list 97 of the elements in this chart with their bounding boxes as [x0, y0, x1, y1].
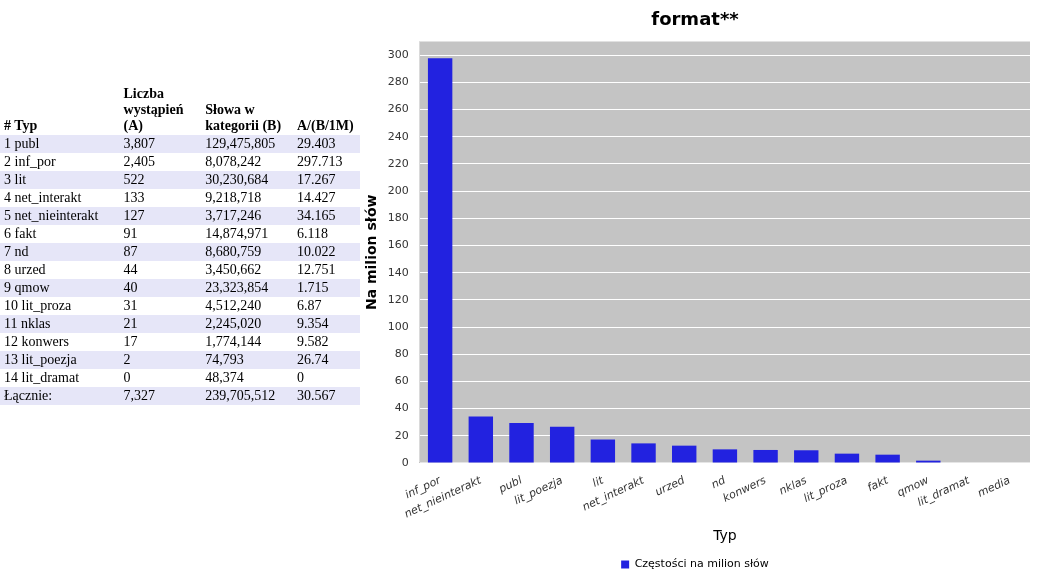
text: 7 nd	[0, 243, 120, 261]
bar	[509, 423, 534, 463]
text: 44	[119, 261, 202, 279]
text: 6.87	[292, 297, 360, 315]
text: 48,374	[201, 369, 293, 387]
bar	[427, 58, 453, 463]
x-tick-label: nd	[709, 473, 729, 492]
text: # Typ	[0, 85, 120, 135]
text: 5 net_nieinterakt	[0, 207, 120, 225]
legend-label: Częstości na milion słów	[634, 557, 769, 571]
text: 1,774,144	[201, 333, 293, 351]
text: 14,874,971	[201, 225, 293, 243]
text: 14 lit_dramat	[0, 369, 120, 387]
y-tick-label: 280	[387, 75, 409, 89]
text: 0	[119, 369, 202, 387]
y-tick-label: 240	[387, 129, 409, 143]
bar	[875, 454, 900, 463]
text: 91	[119, 225, 202, 243]
text: 297.713	[292, 153, 360, 171]
bar	[672, 445, 697, 463]
text: 133	[119, 189, 202, 207]
bar	[794, 450, 819, 463]
text: 12.751	[292, 261, 360, 279]
bar	[712, 449, 738, 463]
chart-title: format**	[651, 8, 740, 30]
text: 1 publ	[0, 135, 120, 153]
text: 129,475,805	[201, 135, 293, 153]
text: Liczba wystąpień (A)	[119, 85, 202, 135]
text: 2 inf_por	[0, 153, 120, 171]
text: 9.582	[292, 333, 360, 351]
y-tick-label: 180	[387, 211, 409, 225]
text: 7,327	[119, 387, 202, 405]
y-tick-label: 160	[387, 238, 409, 252]
text: 3 lit	[0, 171, 120, 189]
text: A/(B/1M)	[292, 85, 360, 135]
text: 6.118	[292, 225, 360, 243]
text: 127	[119, 207, 202, 225]
y-tick-label: 300	[387, 48, 409, 62]
y-tick-label: 80	[394, 347, 409, 361]
y-tick-label: 60	[394, 374, 409, 388]
text: 74,793	[201, 351, 293, 369]
y-tick-label: 40	[394, 401, 409, 415]
text: 10 lit_proza	[0, 297, 120, 315]
text: 34.165	[292, 207, 360, 225]
text: Słowa w kategorii (B)	[201, 85, 293, 135]
text: 21	[119, 315, 202, 333]
y-tick-label: 200	[387, 183, 409, 197]
bar	[590, 439, 616, 463]
y-tick-label: 0	[401, 455, 409, 469]
y-axis-title: Na milion słów	[363, 194, 380, 311]
text: Łącznie:	[0, 387, 120, 405]
text: 26.74	[292, 351, 360, 369]
y-tick-label: 140	[387, 265, 409, 279]
text: 239,705,512	[201, 387, 293, 405]
y-tick-label: 120	[387, 292, 409, 306]
text: 10.022	[292, 243, 360, 261]
text: 6 fakt	[0, 225, 120, 243]
text: 0	[292, 369, 360, 387]
bar	[631, 443, 656, 463]
text: 9.354	[292, 315, 360, 333]
text: 31	[119, 297, 202, 315]
text: 23,323,854	[201, 279, 293, 297]
text: 4,512,240	[201, 297, 293, 315]
text: 17	[119, 333, 202, 351]
bar	[468, 416, 494, 463]
y-tick-label: 220	[387, 156, 409, 170]
text: 1.715	[292, 279, 360, 297]
x-axis-title: Typ	[712, 527, 737, 544]
bar	[549, 426, 575, 463]
text: 8 urzed	[0, 261, 120, 279]
bar	[753, 449, 778, 463]
text: 3,807	[119, 135, 202, 153]
text: 8,680,759	[201, 243, 293, 261]
text: 2,245,020	[201, 315, 293, 333]
y-tick-label: 20	[394, 428, 409, 442]
text: 3,450,662	[201, 261, 293, 279]
text: 9 qmow	[0, 279, 120, 297]
text: 13 lit_poezja	[0, 351, 120, 369]
y-tick-label: 100	[387, 319, 409, 333]
text: 87	[119, 243, 202, 261]
text: 2	[119, 351, 202, 369]
text: 3,717,246	[201, 207, 293, 225]
text: 11 nklas	[0, 315, 120, 333]
text: 29.403	[292, 135, 360, 153]
text: 30,230,684	[201, 171, 293, 189]
text: 9,218,718	[201, 189, 293, 207]
text: 2,405	[119, 153, 202, 171]
text: 17.267	[292, 171, 360, 189]
text: 30.567	[292, 387, 360, 405]
text: 14.427	[292, 189, 360, 207]
text: 8,078,242	[201, 153, 293, 171]
text: 40	[119, 279, 202, 297]
y-tick-label: 260	[387, 102, 409, 116]
text: 12 konwers	[0, 333, 120, 351]
x-tick-label: fakt	[865, 473, 891, 495]
text: 522	[119, 171, 202, 189]
text: 4 net_interakt	[0, 189, 120, 207]
